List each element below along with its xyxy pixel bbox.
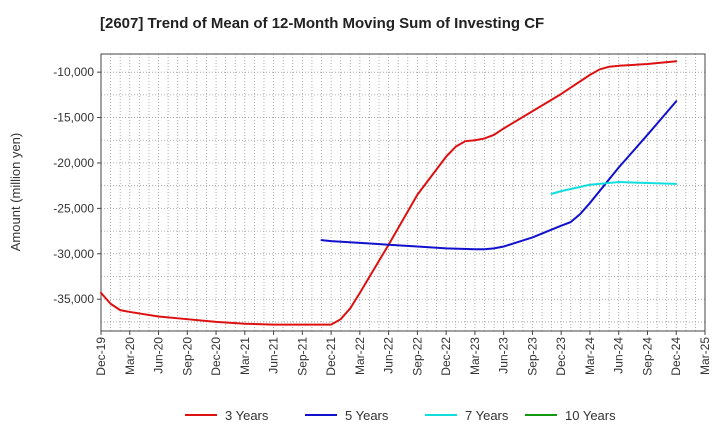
x-tick-label: Mar-25	[698, 337, 712, 375]
x-tick-label: Dec-21	[324, 337, 338, 376]
x-tick-label: Sep-20	[180, 337, 194, 376]
x-tick-label: Dec-22	[439, 337, 453, 376]
x-tick-label: Sep-21	[295, 337, 309, 376]
series-line-5-years	[320, 100, 678, 251]
y-tick-label: -15,000	[53, 111, 94, 125]
chart-title: [2607] Trend of Mean of 12-Month Moving …	[100, 15, 544, 32]
x-tick-label: Jun-23	[497, 337, 511, 374]
plot-area	[101, 54, 705, 331]
y-tick-label: -20,000	[53, 156, 94, 170]
x-tick-label: Mar-21	[238, 337, 252, 375]
x-tick-label: Dec-24	[669, 337, 683, 376]
y-axis-label: Amount (million yen)	[8, 133, 23, 252]
legend-label-10-years: 10 Years	[565, 408, 616, 423]
x-tick-label: Sep-23	[525, 337, 539, 376]
x-tick-label: Dec-20	[209, 337, 223, 376]
series-group	[100, 60, 678, 326]
legend: 3 Years 5 Years 7 Years 10 Years	[185, 408, 616, 423]
grid	[101, 54, 705, 331]
x-tick-label: Dec-19	[94, 337, 108, 376]
plot-frame	[100, 53, 706, 332]
x-tick-label: Dec-23	[554, 337, 568, 376]
y-axis: -35,000 -30,000 -25,000 -20,000 -15,000 -10,0…	[53, 65, 101, 306]
y-tick-label: -10,000	[53, 65, 94, 79]
x-tick-label: Sep-22	[410, 337, 424, 376]
legend-label-5-years: 5 Years	[345, 408, 389, 423]
x-tick-label: Jun-22	[382, 337, 396, 374]
x-tick-label: Mar-20	[123, 337, 137, 375]
x-tick-label: Jun-20	[152, 337, 166, 374]
x-tick-label: Mar-24	[583, 337, 597, 375]
y-tick-label: -25,000	[53, 201, 94, 215]
y-tick-label: -35,000	[53, 292, 94, 306]
x-tick-label: Sep-24	[640, 337, 654, 376]
x-tick-label: Jun-21	[267, 337, 281, 374]
x-tick-label: Mar-22	[353, 337, 367, 375]
y-tick-label: -30,000	[53, 247, 94, 261]
x-axis: Dec-19 Mar-20 Jun-20 Sep-20 Dec-20 Mar-21 Jun-…	[94, 331, 712, 376]
series-line-7-years	[550, 181, 678, 195]
x-tick-label: Jun-24	[612, 337, 626, 374]
x-tick-label: Mar-23	[468, 337, 482, 375]
series-line-3-years	[100, 60, 678, 326]
legend-label-7-years: 7 Years	[465, 408, 509, 423]
legend-label-3-years: 3 Years	[225, 408, 269, 423]
